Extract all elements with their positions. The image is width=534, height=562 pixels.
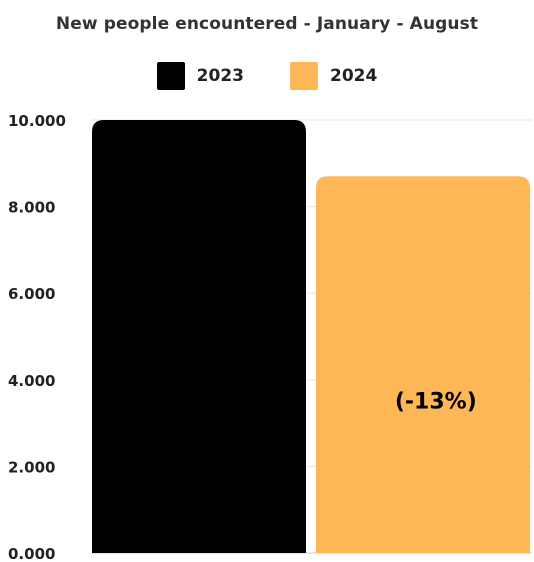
legend-swatch-2023 <box>156 62 185 90</box>
chart-title: New people encountered - January - Augus… <box>55 14 479 34</box>
y-tick-label-10000: 10.000 <box>8 112 66 130</box>
y-tick-label-2000: 2.000 <box>8 458 55 476</box>
legend: 2023 2024 <box>0 62 534 90</box>
y-tick-label-4000: 4.000 <box>8 372 55 390</box>
legend-item-2023: 2023 <box>156 62 244 90</box>
bar-2024 <box>316 176 530 554</box>
y-tick-label-0: 0.000 <box>8 545 55 562</box>
legend-label-2023: 2023 <box>196 66 244 86</box>
bar-2023 <box>92 120 306 553</box>
data-label-2024: (-13%) <box>395 389 477 414</box>
y-tick-label-6000: 6.000 <box>8 285 55 303</box>
legend-item-2024: 2024 <box>290 62 377 90</box>
legend-swatch-2024 <box>290 62 318 90</box>
legend-label-2024: 2024 <box>330 66 378 86</box>
y-tick-label-8000: 8.000 <box>8 199 55 217</box>
